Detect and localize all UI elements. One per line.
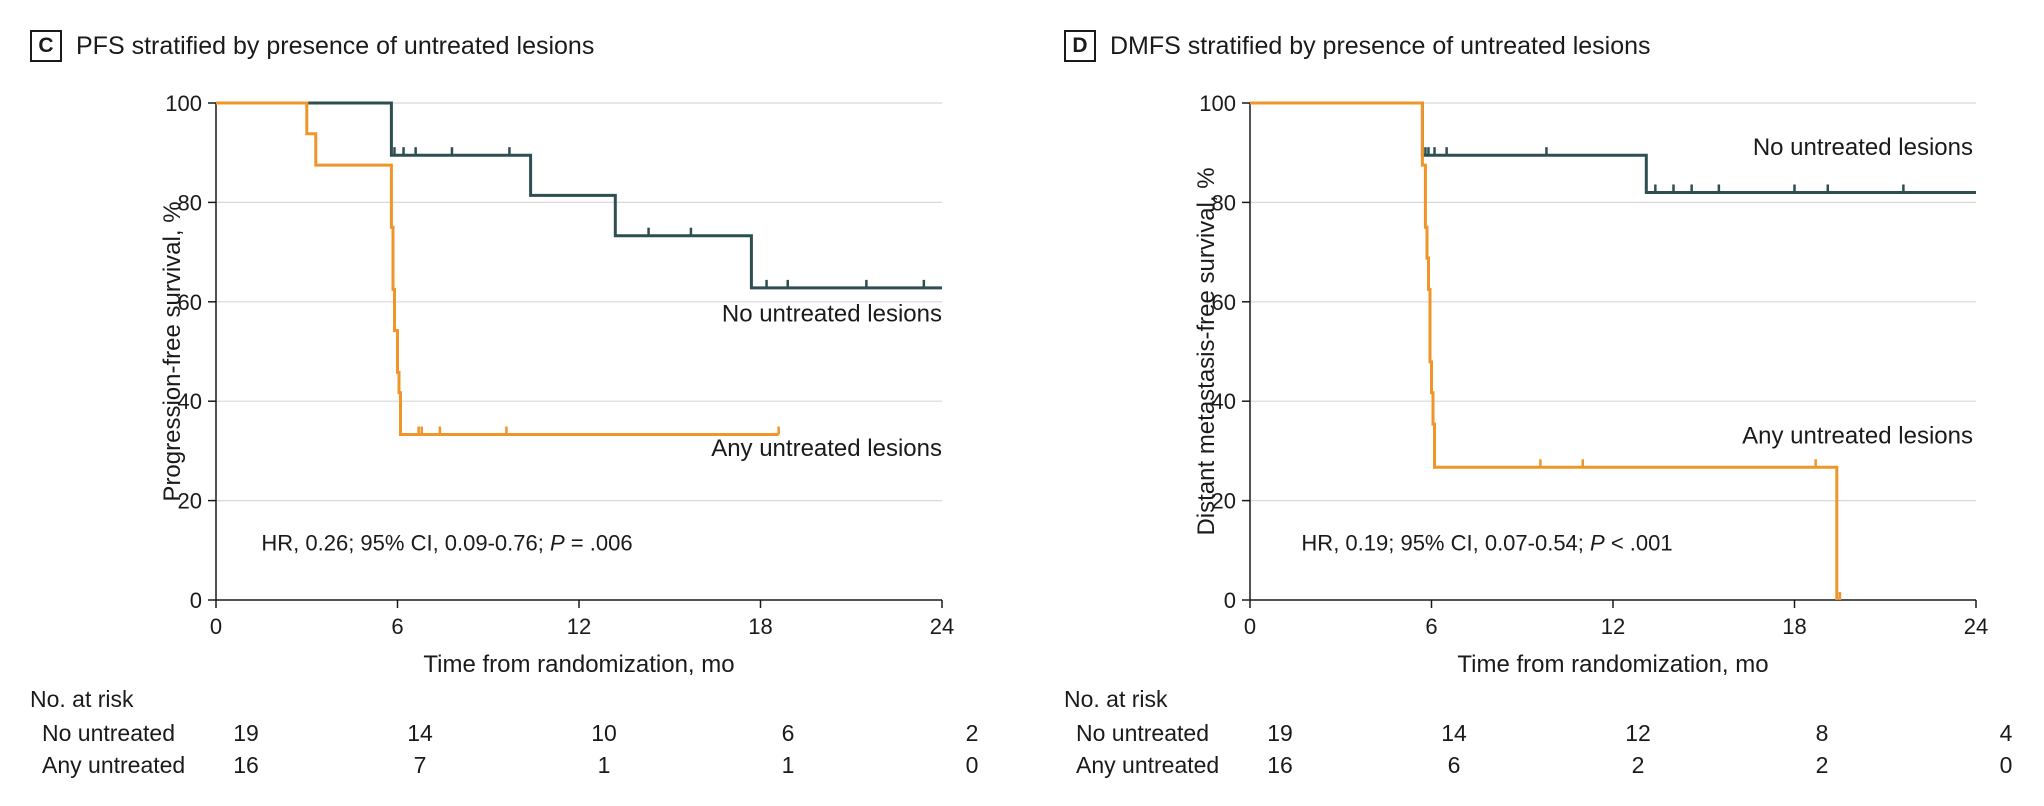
at-risk-count: 1: [597, 752, 611, 778]
x-tick-label: 6: [1425, 614, 1437, 639]
at-risk-title: No. at risk: [1064, 686, 1168, 712]
x-tick-label: 24: [1964, 614, 1988, 639]
at-risk-label: No untreated: [42, 720, 175, 746]
at-risk-count: 16: [233, 752, 259, 778]
at-risk-count: 2: [965, 720, 979, 746]
y-tick-label: 60: [1212, 290, 1236, 315]
x-axis-label: Time from randomization, mo: [1457, 651, 1768, 678]
curve-label: No untreated lesions: [1753, 134, 1973, 161]
y-tick-label: 40: [178, 389, 202, 414]
km-chart-pfs: 0 20 40 60 80 100 0 6 12 18 24 Time from randomizat…: [159, 91, 954, 678]
hr-text: HR, 0.19; 95% CI, 0.07-0.54;: [1301, 530, 1590, 555]
hr-annotation: HR, 0.26; 95% CI, 0.09-0.76; P = .006: [261, 530, 632, 555]
at-risk-count: 1: [781, 752, 795, 778]
x-tick-label: 24: [930, 614, 954, 639]
at-risk-count: 8: [1815, 720, 1829, 746]
x-axis-label: Time from randomization, mo: [423, 651, 734, 678]
y-tick-label: 20: [1212, 489, 1236, 514]
x-tick-label: 0: [210, 614, 222, 639]
curve-label: No untreated lesions: [722, 301, 942, 328]
x-tick-label: 6: [391, 614, 403, 639]
x-tick-label: 18: [748, 614, 772, 639]
p-label: P: [550, 530, 565, 555]
series-line-any-untreated: [1250, 101, 1839, 600]
at-risk-count: 6: [1447, 752, 1461, 778]
y-tick-label: 100: [1199, 91, 1236, 116]
series-line-no-untreated: [216, 101, 942, 290]
panel-letter: D: [1064, 30, 1096, 62]
at-risk-count: 4: [1999, 720, 2013, 746]
y-tick-label: 0: [190, 588, 202, 613]
x-tick-label: 18: [1782, 614, 1806, 639]
y-tick-label: 0: [1224, 588, 1236, 613]
panel-title: DMFS stratified by presence of untreated…: [1110, 31, 1651, 60]
at-risk-count: 7: [413, 752, 427, 778]
y-tick-label: 60: [178, 290, 202, 315]
at-risk-count: 6: [781, 720, 795, 746]
at-risk-count: 19: [233, 720, 259, 746]
y-tick-label: 100: [165, 91, 202, 116]
y-axis-label: Progression-free survival, %: [159, 201, 186, 501]
p-label: P: [1590, 530, 1605, 555]
at-risk-count: 14: [407, 720, 433, 746]
at-risk-count: 10: [591, 720, 617, 746]
panel-title: PFS stratified by presence of untreated …: [76, 31, 595, 60]
panel-header: D DMFS stratified by presence of untreat…: [1064, 30, 1651, 62]
panel-d: D DMFS stratified by presence of untreat…: [1034, 0, 2044, 806]
at-risk-label: Any untreated: [1076, 752, 1220, 778]
x-tick-label: 12: [567, 614, 591, 639]
curve-label: Any untreated lesions: [1742, 422, 1973, 449]
at-risk-count: 14: [1441, 720, 1467, 746]
at-risk-title: No. at risk: [30, 686, 134, 712]
y-tick-label: 80: [178, 190, 202, 215]
y-tick-label: 80: [1212, 190, 1236, 215]
hr-text: HR, 0.26; 95% CI, 0.09-0.76;: [261, 530, 550, 555]
at-risk-count: 2: [1815, 752, 1829, 778]
y-tick-label: 40: [1212, 389, 1236, 414]
at-risk-count: 12: [1625, 720, 1651, 746]
series-line-any-untreated: [216, 101, 779, 436]
at-risk-label: Any untreated: [42, 752, 186, 778]
panel-c: C PFS stratified by presence of untreate…: [30, 30, 979, 778]
y-axis-label: Distant metastasis-free survival, %: [1193, 167, 1220, 535]
at-risk-count: 0: [965, 752, 979, 778]
at-risk-count: 2: [1631, 752, 1645, 778]
at-risk-count: 19: [1267, 720, 1293, 746]
panel-header: C PFS stratified by presence of untreate…: [30, 30, 594, 62]
y-tick-label: 20: [178, 489, 202, 514]
at-risk-count: 16: [1267, 752, 1293, 778]
hr-annotation: HR, 0.19; 95% CI, 0.07-0.54; P < .001: [1301, 530, 1672, 555]
p-value: = .006: [565, 530, 633, 555]
at-risk-label: No untreated: [1076, 720, 1209, 746]
p-value: < .001: [1605, 530, 1673, 555]
km-chart-dmfs: 0 20 40 60 80 100 0 6 12 18 24 Time from randomizat…: [1193, 91, 1988, 678]
curve-label: Any untreated lesions: [711, 435, 942, 462]
panel-letter: C: [30, 30, 62, 62]
x-tick-label: 12: [1601, 614, 1625, 639]
at-risk-count: 0: [1999, 752, 2013, 778]
x-tick-label: 0: [1244, 614, 1256, 639]
